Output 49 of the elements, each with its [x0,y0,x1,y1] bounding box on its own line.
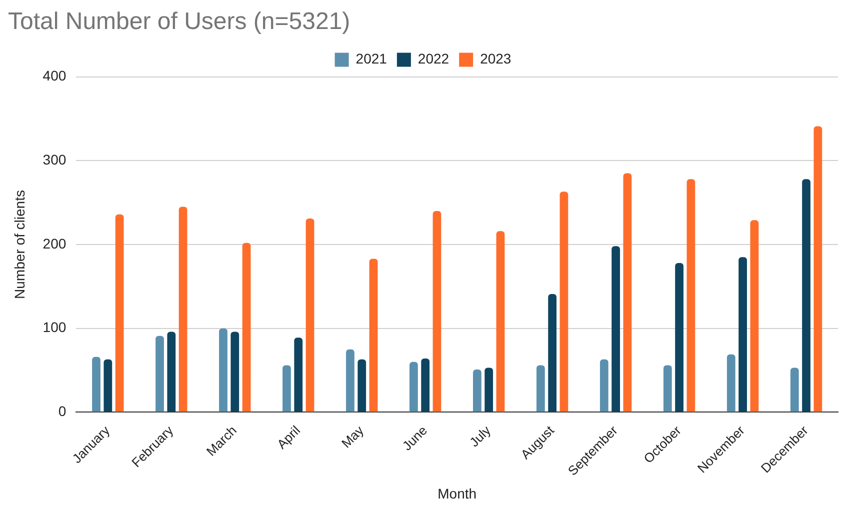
bar [814,126,822,412]
bar [726,354,736,412]
legend-label: 2023 [480,50,512,67]
x-tick-label: July [466,422,494,450]
bar [548,294,556,412]
y-tick-label: 300 [42,152,66,168]
bar [230,332,240,412]
bar [282,365,291,412]
bar [623,173,632,412]
bar [92,356,100,412]
bar [802,179,810,412]
y-tick-label: 400 [42,68,66,84]
chart-title: Total Number of Users (n=5321) [8,8,350,36]
bar [219,328,228,412]
bar [738,257,747,412]
bar [536,365,545,412]
bar [306,218,314,412]
x-axis-title: Month [438,485,477,502]
bar [115,214,124,412]
legend-label: 2022 [418,50,450,67]
bar [600,359,608,412]
y-axis-title: Number of clients [11,190,28,299]
bar [156,336,164,412]
bar [790,368,799,412]
bar [358,359,366,412]
x-tick-label: May [338,422,367,451]
bar [663,365,672,412]
bar [178,206,188,412]
bar [294,338,303,412]
y-tick-label: 200 [42,235,66,252]
bar [612,246,620,412]
bar [686,179,696,412]
bar [346,349,354,412]
y-tick-label: 0 [58,403,66,420]
bar [560,192,568,412]
bar [104,359,112,412]
bar [484,368,494,412]
bar [410,362,418,412]
bar [242,242,251,412]
bar [421,358,430,412]
bar [750,220,759,412]
legend-label: 2021 [356,50,388,67]
bar [472,369,482,412]
bar [496,231,505,412]
bar [167,332,176,412]
y-tick-label: 100 [42,319,66,336]
bar [432,210,442,412]
bar [675,262,684,412]
bar [369,258,378,412]
